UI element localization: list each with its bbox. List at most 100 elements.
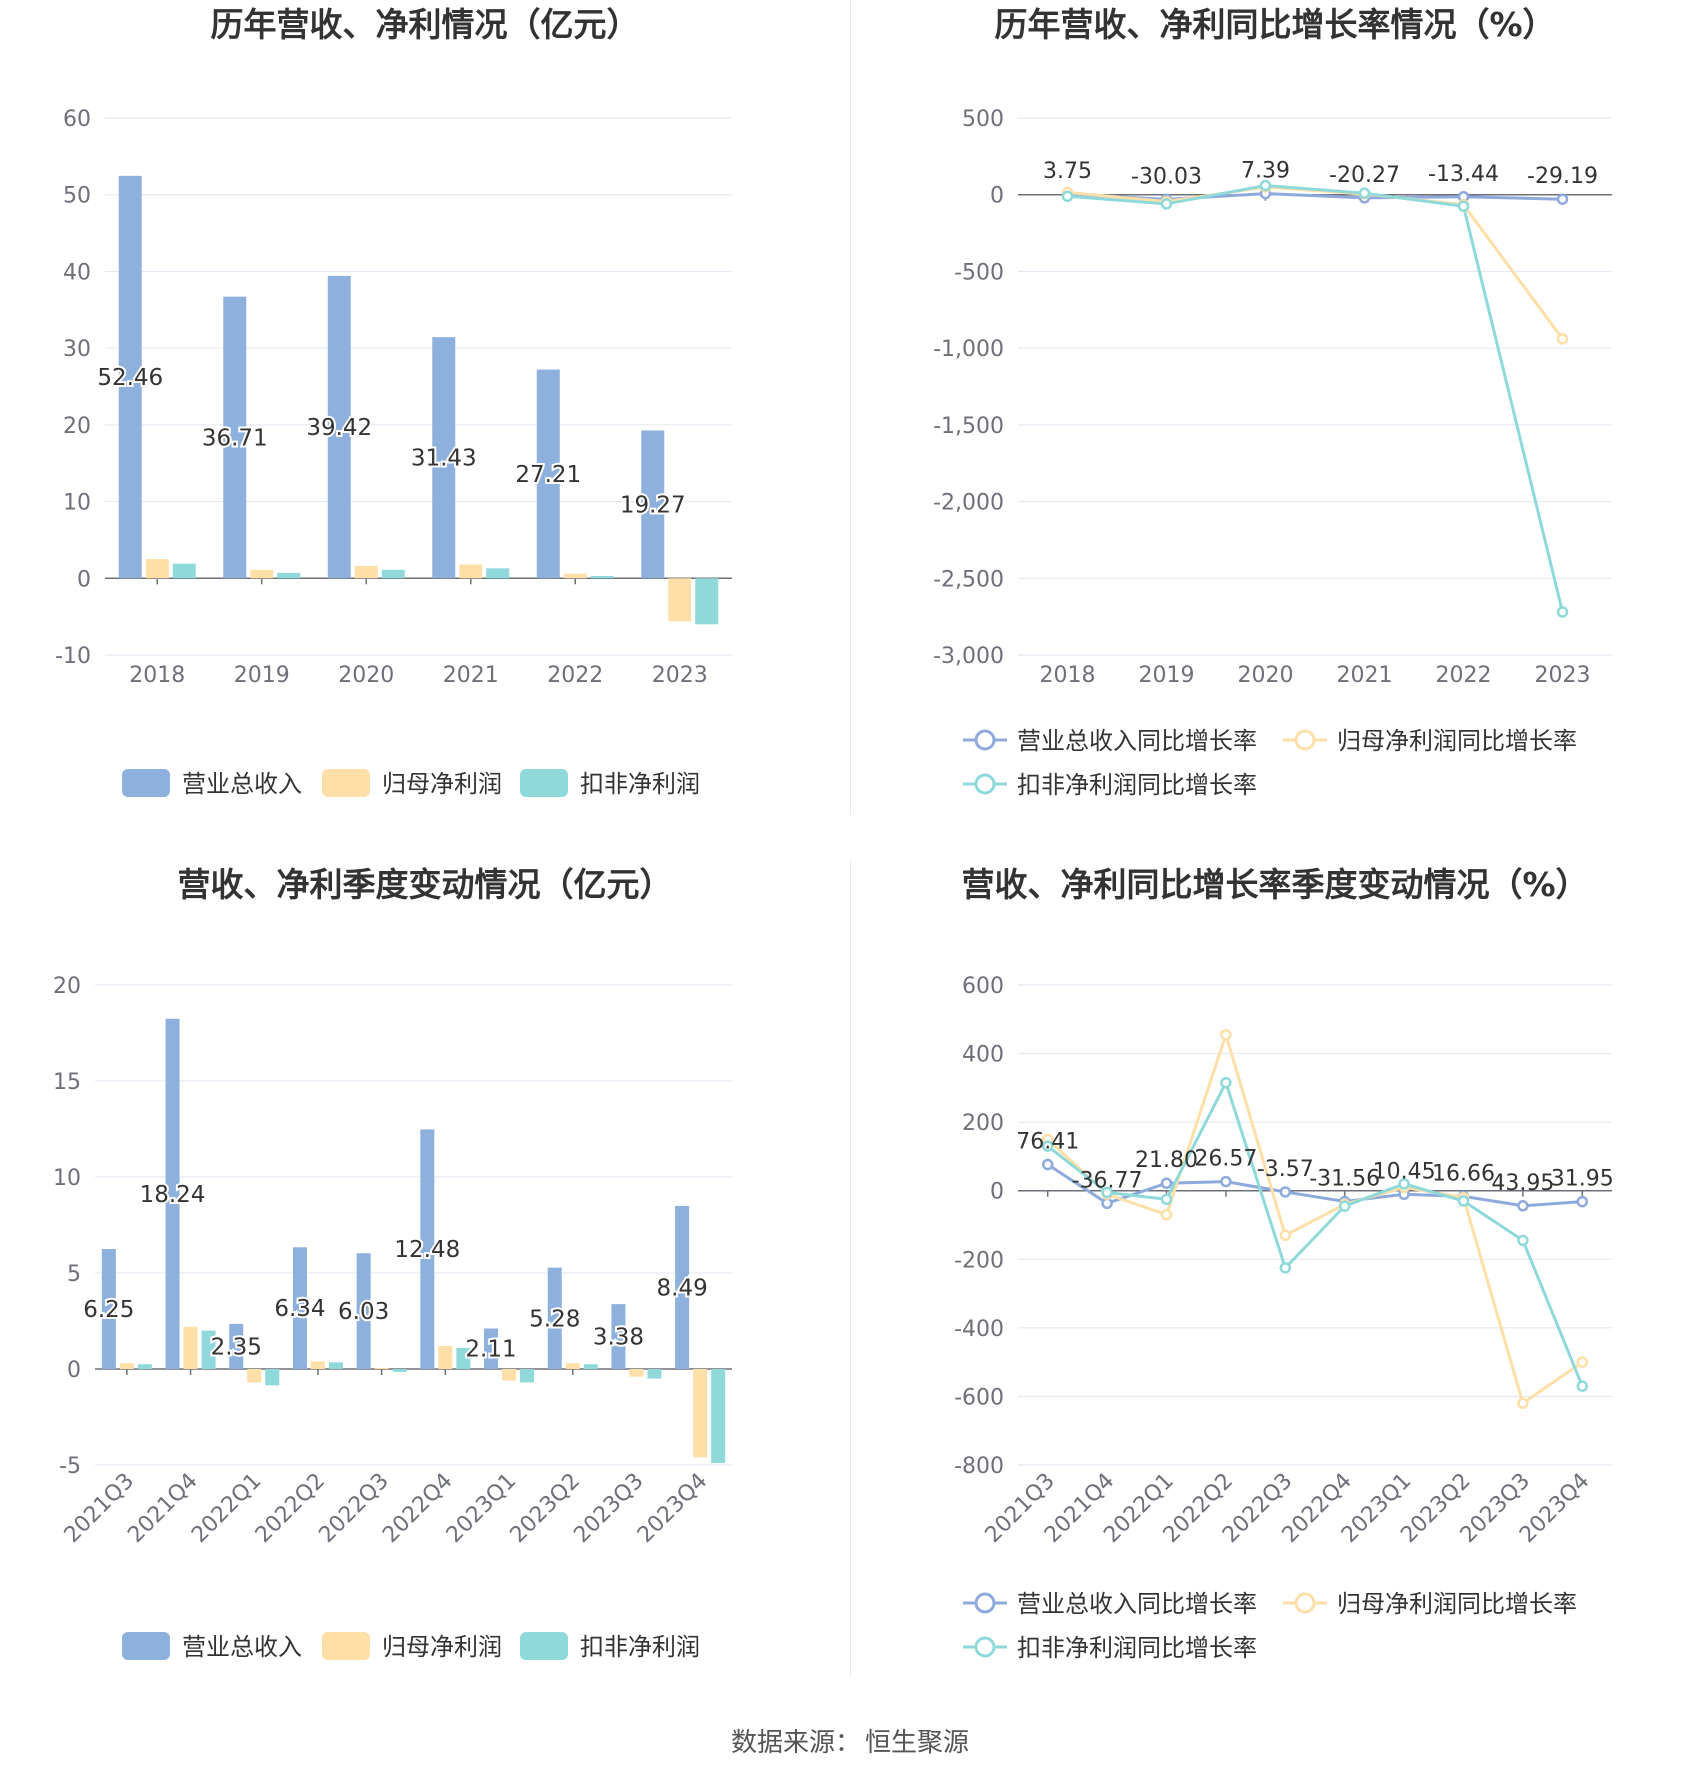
x-tick-label: 2023 bbox=[652, 663, 708, 688]
data-point bbox=[1338, 1200, 1351, 1212]
x-tick-label: 2019 bbox=[1139, 663, 1195, 688]
data-point bbox=[1517, 1397, 1529, 1410]
y-tick-label: -2,500 bbox=[933, 567, 1004, 592]
bar-net-profit bbox=[668, 578, 692, 622]
y-tick-label: -10 bbox=[55, 644, 91, 669]
y-tick-label: 200 bbox=[962, 1111, 1004, 1136]
bar-deducted-profit bbox=[172, 563, 196, 579]
legend-marker bbox=[1294, 1592, 1316, 1614]
y-tick-label: 0 bbox=[67, 1358, 81, 1383]
legend: 营业总收入 归母净利润 扣非净利润 bbox=[122, 769, 700, 798]
y-tick-label: 400 bbox=[962, 1043, 1004, 1068]
data-label: -29.19 bbox=[1527, 164, 1598, 189]
y-tick-label: 0 bbox=[990, 1180, 1004, 1205]
x-tick-label: 2020 bbox=[1238, 663, 1294, 688]
bar-net-profit bbox=[563, 573, 587, 579]
data-label: 2.35 bbox=[211, 1334, 262, 1360]
x-tick-label: 2019 bbox=[234, 663, 290, 688]
bar-deducted-profit bbox=[647, 1369, 662, 1379]
bar-deducted-profit bbox=[137, 1364, 152, 1369]
data-point bbox=[1279, 1229, 1292, 1242]
legend-marker bbox=[1294, 729, 1316, 751]
data-label: 27.21 bbox=[515, 462, 581, 488]
bar-net-profit bbox=[438, 1345, 453, 1369]
bar-deducted-profit bbox=[201, 1330, 216, 1369]
y-tick-label: -5 bbox=[59, 1454, 81, 1479]
bar-net-profit bbox=[119, 1363, 134, 1369]
bar-revenue bbox=[547, 1267, 562, 1369]
x-tick-label: 2022 bbox=[547, 663, 603, 688]
y-tick-label: -800 bbox=[954, 1454, 1004, 1479]
data-point bbox=[1457, 200, 1470, 212]
x-tick-label: 2023Q3 bbox=[569, 1469, 648, 1548]
y-tick-label: 5 bbox=[67, 1262, 81, 1287]
y-tick-label: -400 bbox=[954, 1317, 1004, 1342]
bar-net-profit bbox=[502, 1369, 517, 1381]
legend-label: 营业总收入同比增长率 bbox=[1017, 727, 1257, 755]
divider-top bbox=[850, 0, 851, 815]
data-point bbox=[1556, 333, 1569, 345]
legend-label: 归母净利润同比增长率 bbox=[1337, 727, 1577, 755]
data-label: 5.28 bbox=[529, 1306, 580, 1332]
legend-label: 营业总收入 bbox=[182, 1633, 302, 1661]
x-tick-label: 2022 bbox=[1436, 663, 1492, 688]
bar-revenue bbox=[641, 430, 665, 579]
y-tick-label: 500 bbox=[962, 107, 1004, 132]
data-point bbox=[1556, 606, 1569, 618]
x-tick-label: 2023Q2 bbox=[506, 1469, 585, 1548]
y-tick-label: -1,500 bbox=[933, 414, 1004, 439]
legend-marker bbox=[974, 773, 996, 795]
data-point bbox=[1101, 1197, 1113, 1210]
legend-swatch bbox=[520, 1632, 568, 1660]
data-point bbox=[1160, 198, 1173, 210]
y-tick-label: -1,000 bbox=[933, 337, 1004, 362]
data-label: 12.48 bbox=[394, 1237, 460, 1263]
bar-net-profit bbox=[629, 1369, 644, 1377]
chart-annual-growth: 历年营收、净利同比增长率情况（%） 500 0 -500 -1,000 -1,500 -2,… bbox=[850, 0, 1700, 880]
legend-label: 扣非净利润同比增长率 bbox=[1017, 771, 1257, 799]
data-label: 3.75 bbox=[1043, 159, 1092, 184]
bar-net-profit bbox=[183, 1326, 198, 1369]
data-label: -30.03 bbox=[1131, 164, 1202, 189]
data-point bbox=[1358, 187, 1371, 199]
data-point bbox=[1576, 1356, 1589, 1368]
data-point bbox=[1061, 190, 1074, 202]
series-line bbox=[1067, 192, 1563, 201]
data-label: -31.56 bbox=[1309, 1167, 1380, 1192]
data-label: 6.25 bbox=[83, 1297, 134, 1323]
y-tick-label: 30 bbox=[63, 337, 91, 362]
x-tick-label: 2021 bbox=[1337, 663, 1393, 688]
bar-revenue bbox=[118, 175, 142, 579]
data-label: 36.71 bbox=[202, 425, 268, 451]
legend-label: 归母净利润 bbox=[382, 770, 502, 798]
data-point bbox=[1041, 1140, 1054, 1152]
y-tick-label: -3,000 bbox=[933, 644, 1004, 669]
divider-bottom bbox=[850, 862, 851, 1677]
chart-quarterly-values-svg: 营收、净利季度变动情况（亿元）20151050-52021Q32021Q4202… bbox=[53, 865, 732, 1661]
data-source: 数据来源： 恒生聚源 bbox=[0, 1722, 1700, 1759]
bar-revenue bbox=[327, 275, 351, 579]
data-point bbox=[1160, 1208, 1173, 1221]
bar-revenue bbox=[432, 337, 456, 579]
data-label: 43.95 bbox=[1491, 1171, 1554, 1196]
chart-annual-values-svg: 历年营收、净利情况（亿元） 60 50 40 30 20 10 0 -10 2018 2019 202… bbox=[55, 5, 732, 798]
legend-label: 扣非净利润同比增长率 bbox=[1017, 1634, 1257, 1662]
y-tick-label: -600 bbox=[954, 1385, 1004, 1410]
legend-swatch bbox=[322, 1632, 370, 1660]
x-tick-label: 2022Q3 bbox=[314, 1469, 393, 1548]
bar-net-profit bbox=[354, 566, 378, 579]
bar-net-profit bbox=[247, 1369, 262, 1383]
bar-deducted-profit bbox=[590, 575, 614, 579]
data-source-name: 恒生聚源 bbox=[865, 1728, 970, 1758]
data-label: -13.44 bbox=[1428, 162, 1499, 187]
bar-deducted-profit bbox=[583, 1364, 598, 1369]
data-point bbox=[1220, 1175, 1232, 1188]
x-tick-label: 2020 bbox=[338, 663, 394, 688]
bar-net-profit bbox=[310, 1361, 325, 1369]
data-label: 6.03 bbox=[338, 1299, 389, 1325]
legend-marker bbox=[974, 729, 996, 751]
y-tick-label: -2,000 bbox=[933, 491, 1004, 516]
y-tick-label: 0 bbox=[77, 567, 91, 592]
legend-marker bbox=[974, 1592, 996, 1614]
